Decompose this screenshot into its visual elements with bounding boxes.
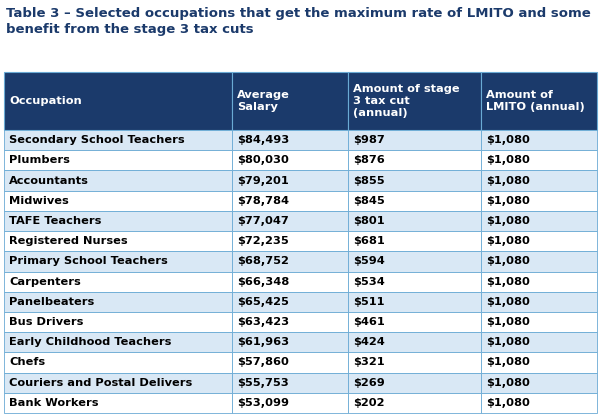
Text: $1,080: $1,080	[486, 256, 530, 266]
Text: Midwives: Midwives	[9, 196, 69, 206]
Text: $57,860: $57,860	[237, 357, 289, 367]
Text: $269: $269	[353, 378, 385, 388]
Text: Registered Nurses: Registered Nurses	[9, 236, 127, 246]
Text: $53,099: $53,099	[237, 398, 289, 408]
Text: Early Childhood Teachers: Early Childhood Teachers	[9, 337, 171, 347]
Text: $1,080: $1,080	[486, 236, 530, 246]
Text: $1,080: $1,080	[486, 398, 530, 408]
Text: $681: $681	[353, 236, 385, 246]
Text: Chefs: Chefs	[9, 357, 45, 367]
Text: $1,080: $1,080	[486, 317, 530, 327]
Text: $61,963: $61,963	[237, 337, 290, 347]
Text: $79,201: $79,201	[237, 176, 289, 186]
Text: Plumbers: Plumbers	[9, 155, 70, 165]
Text: $78,784: $78,784	[237, 196, 289, 206]
Text: $534: $534	[353, 276, 385, 286]
Text: $1,080: $1,080	[486, 276, 530, 286]
Text: $1,080: $1,080	[486, 135, 530, 145]
Text: Secondary School Teachers: Secondary School Teachers	[9, 135, 185, 145]
Text: $77,047: $77,047	[237, 216, 289, 226]
Text: Amount of stage
3 tax cut
(annual): Amount of stage 3 tax cut (annual)	[353, 83, 460, 118]
Text: $1,080: $1,080	[486, 216, 530, 226]
Text: $1,080: $1,080	[486, 196, 530, 206]
Text: $1,080: $1,080	[486, 378, 530, 388]
Text: TAFE Teachers: TAFE Teachers	[9, 216, 102, 226]
Text: $424: $424	[353, 337, 385, 347]
Text: Occupation: Occupation	[9, 96, 82, 106]
Text: Couriers and Postal Delivers: Couriers and Postal Delivers	[9, 378, 192, 388]
Text: Primary School Teachers: Primary School Teachers	[9, 256, 168, 266]
Text: $594: $594	[353, 256, 385, 266]
Text: $63,423: $63,423	[237, 317, 290, 327]
Text: $321: $321	[353, 357, 385, 367]
Text: $80,030: $80,030	[237, 155, 289, 165]
Text: $1,080: $1,080	[486, 155, 530, 165]
Text: $987: $987	[353, 135, 385, 145]
Text: Bank Workers: Bank Workers	[9, 398, 99, 408]
Text: Average
Salary: Average Salary	[237, 90, 290, 112]
Text: $68,752: $68,752	[237, 256, 289, 266]
Text: $876: $876	[353, 155, 385, 165]
Text: $65,425: $65,425	[237, 297, 289, 307]
Text: $1,080: $1,080	[486, 357, 530, 367]
Text: Accountants: Accountants	[9, 176, 89, 186]
Text: $55,753: $55,753	[237, 378, 289, 388]
Text: $72,235: $72,235	[237, 236, 289, 246]
Text: $84,493: $84,493	[237, 135, 290, 145]
Text: $511: $511	[353, 297, 385, 307]
Text: Table 3 – Selected occupations that get the maximum rate of LMITO and some
benef: Table 3 – Selected occupations that get …	[6, 7, 591, 36]
Text: $66,348: $66,348	[237, 276, 290, 286]
Text: $845: $845	[353, 196, 385, 206]
Text: Amount of
LMITO (annual): Amount of LMITO (annual)	[486, 90, 585, 112]
Text: $855: $855	[353, 176, 385, 186]
Text: $1,080: $1,080	[486, 297, 530, 307]
Text: $461: $461	[353, 317, 385, 327]
Text: Bus Drivers: Bus Drivers	[9, 317, 84, 327]
Text: Carpenters: Carpenters	[9, 276, 81, 286]
Text: $202: $202	[353, 398, 385, 408]
Text: $1,080: $1,080	[486, 337, 530, 347]
Text: $801: $801	[353, 216, 385, 226]
Text: Panelbeaters: Panelbeaters	[9, 297, 94, 307]
Text: $1,080: $1,080	[486, 176, 530, 186]
